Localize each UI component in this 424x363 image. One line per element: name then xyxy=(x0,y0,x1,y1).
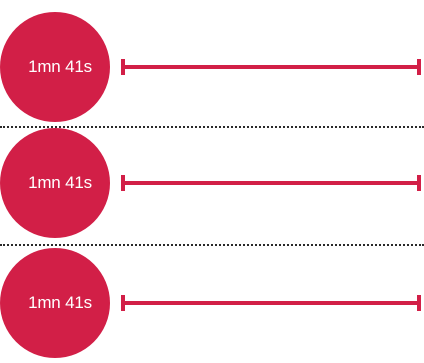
timeline-end-cap xyxy=(417,175,421,191)
duration-badge: 1mn 41s xyxy=(0,128,110,238)
duration-badge: 1mn 41s xyxy=(0,248,110,358)
list-item: 1mn 41s xyxy=(0,12,424,122)
timeline-track xyxy=(121,175,424,191)
duration-label: 1mn 41s xyxy=(28,293,92,312)
timeline-track xyxy=(121,59,424,75)
timeline-bar xyxy=(121,301,421,305)
list-item: 1mn 41s xyxy=(0,248,424,358)
timeline-bar xyxy=(121,65,421,69)
dotted-divider xyxy=(0,126,424,128)
list-item: 1mn 41s xyxy=(0,128,424,238)
dotted-divider xyxy=(0,244,424,246)
timeline-track xyxy=(121,295,424,311)
duration-badge: 1mn 41s xyxy=(0,12,110,122)
timeline-end-cap xyxy=(417,59,421,75)
duration-label: 1mn 41s xyxy=(28,173,92,192)
timeline-bar xyxy=(121,181,421,185)
duration-label: 1mn 41s xyxy=(28,57,92,76)
timeline-end-cap xyxy=(417,295,421,311)
